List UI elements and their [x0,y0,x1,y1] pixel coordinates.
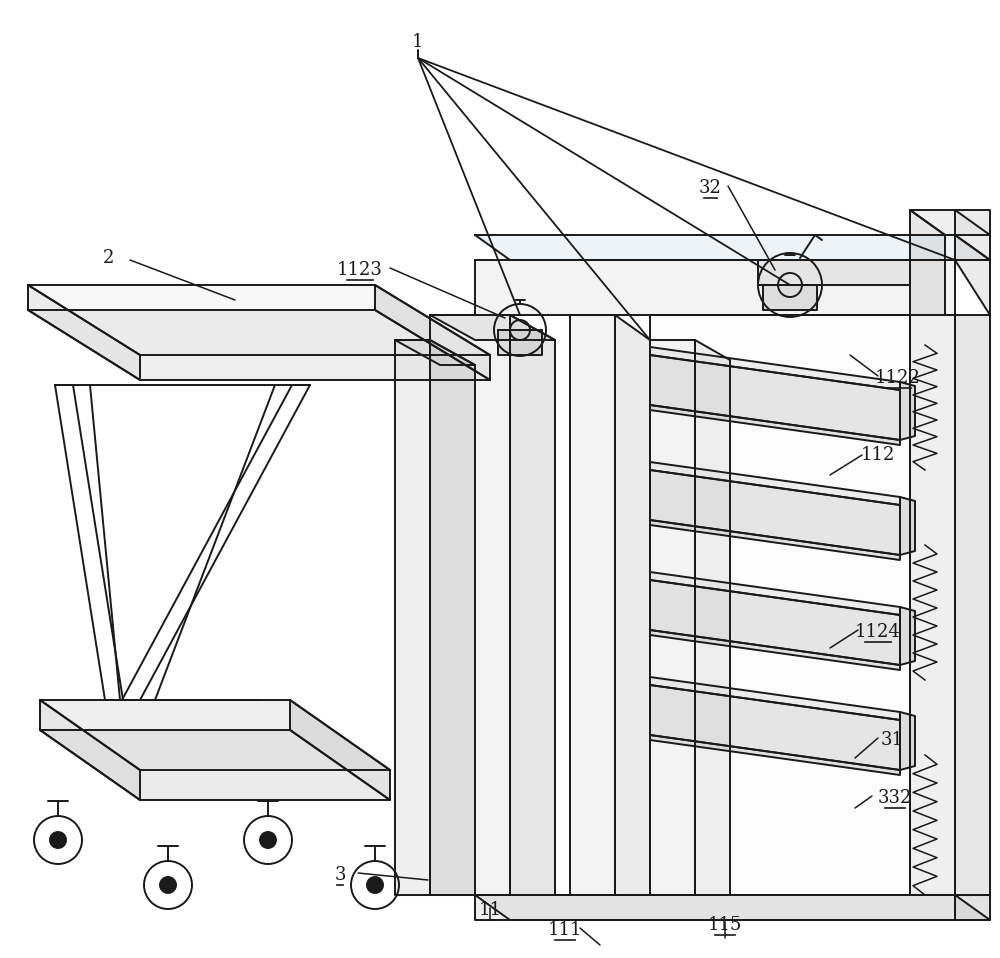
Circle shape [160,877,176,893]
Polygon shape [650,470,900,555]
Polygon shape [430,340,475,895]
Polygon shape [650,580,900,665]
Polygon shape [910,210,945,315]
Polygon shape [955,210,990,260]
Polygon shape [955,895,990,920]
Polygon shape [28,285,490,355]
Polygon shape [650,347,900,390]
Text: 31: 31 [881,731,904,749]
Polygon shape [910,315,955,895]
Polygon shape [40,700,390,770]
Polygon shape [475,895,955,920]
Circle shape [260,832,276,848]
Polygon shape [475,260,955,315]
Polygon shape [650,462,900,505]
Polygon shape [910,210,990,235]
Text: 1122: 1122 [875,369,921,387]
Polygon shape [650,520,900,560]
Text: 115: 115 [708,916,742,934]
Polygon shape [763,285,817,310]
Polygon shape [650,572,900,615]
Polygon shape [395,340,430,895]
Circle shape [367,877,383,893]
Text: 1124: 1124 [855,623,901,641]
Polygon shape [955,315,990,895]
Polygon shape [395,340,475,365]
Text: 32: 32 [699,179,721,197]
Polygon shape [290,700,390,800]
Polygon shape [510,315,555,895]
Polygon shape [695,340,730,895]
Polygon shape [650,355,900,440]
Text: 111: 111 [548,921,582,939]
Polygon shape [40,700,140,800]
Polygon shape [900,712,915,770]
Text: 112: 112 [861,446,895,464]
Polygon shape [570,315,615,895]
Polygon shape [28,310,490,380]
Text: 1: 1 [412,33,424,51]
Text: 1123: 1123 [337,261,383,279]
Text: 3: 3 [334,866,346,884]
Polygon shape [498,330,542,355]
Polygon shape [650,677,900,720]
Polygon shape [758,260,910,285]
Text: 11: 11 [479,901,502,919]
Text: 332: 332 [878,789,912,807]
Polygon shape [955,235,990,315]
Polygon shape [900,607,915,665]
Polygon shape [650,315,910,895]
Polygon shape [650,735,900,775]
Polygon shape [475,895,990,920]
Polygon shape [650,685,900,770]
Polygon shape [40,730,390,800]
Polygon shape [650,340,695,895]
Text: 2: 2 [102,249,114,267]
Polygon shape [430,315,510,895]
Polygon shape [28,285,140,380]
Circle shape [50,832,66,848]
Polygon shape [615,315,650,895]
Polygon shape [375,285,490,380]
Polygon shape [475,235,990,260]
Polygon shape [650,405,900,445]
Polygon shape [430,315,555,340]
Polygon shape [900,497,915,555]
Polygon shape [650,630,900,670]
Polygon shape [900,382,915,440]
